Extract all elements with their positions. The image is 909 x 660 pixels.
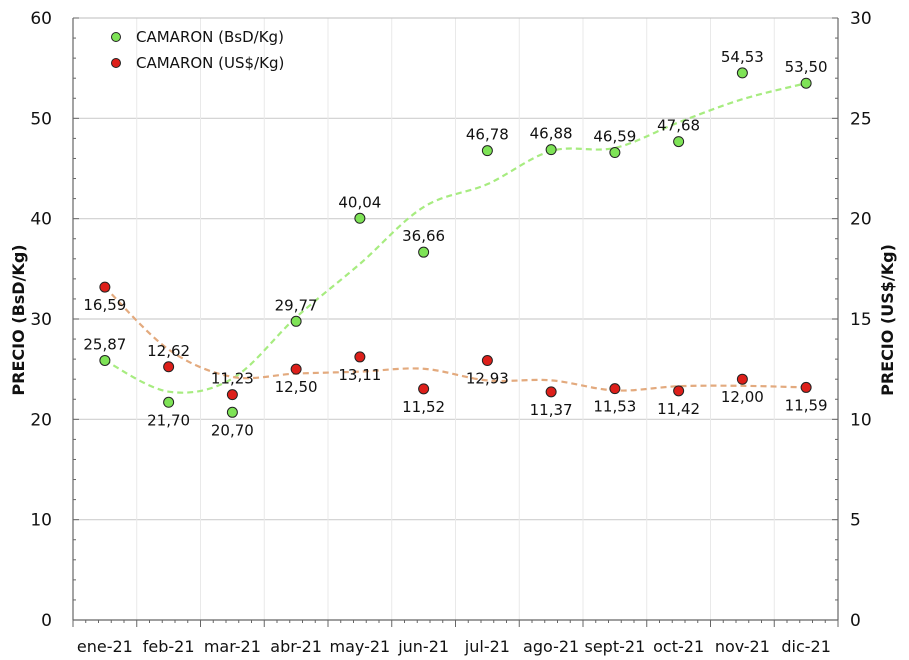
data-point-usd <box>800 381 812 393</box>
data-point-usd <box>290 363 302 375</box>
data-label-usd: 12,50 <box>275 378 318 396</box>
y-tick-label-left: 60 <box>30 9 52 29</box>
trend-line-bsd <box>104 82 807 394</box>
y-tick-label-right: 15 <box>850 310 872 330</box>
data-label-bsd: 47,68 <box>657 117 700 135</box>
legend-label-bsd: CAMARON (BsD/Kg) <box>136 28 284 46</box>
data-point-usd <box>481 355 493 367</box>
data-label-bsd: 36,66 <box>402 227 445 245</box>
data-label-bsd: 21,70 <box>147 411 190 429</box>
data-label-bsd: 46,59 <box>593 128 636 146</box>
data-label-bsd: 46,78 <box>466 126 509 144</box>
data-label-bsd: 53,50 <box>785 58 828 76</box>
data-label-bsd: 25,87 <box>83 335 126 353</box>
data-point-usd <box>99 281 111 293</box>
y-tick-label-right: 0 <box>850 611 861 631</box>
x-tick-label: nov-21 <box>715 637 770 656</box>
data-label-usd: 11,52 <box>402 398 445 416</box>
data-point-bsd <box>800 77 812 89</box>
data-label-usd: 11,23 <box>211 370 254 388</box>
data-point-usd <box>163 361 175 373</box>
trend-lines <box>104 82 807 394</box>
data-point-usd <box>545 386 557 398</box>
data-label-usd: 11,53 <box>593 398 636 416</box>
axis-ticks: 0 10 20 30 40 50 60 0 5 10 15 20 25 30 ene-21 feb-21 mar… <box>30 9 871 656</box>
data-point-usd <box>354 351 366 363</box>
y-tick-label-right: 20 <box>850 210 872 230</box>
y-axis-title-right: PRECIO (US$/Kg) <box>878 244 897 396</box>
y-tick-label-left: 30 <box>30 310 52 330</box>
legend-label-usd: CAMARON (US$/Kg) <box>136 54 284 72</box>
data-label-bsd: 54,53 <box>721 48 764 66</box>
data-label-bsd: 46,88 <box>530 125 573 143</box>
legend-marker-usd <box>111 58 121 68</box>
data-point-bsd <box>99 354 111 366</box>
data-point-usd <box>736 373 748 385</box>
y-tick-label-right: 25 <box>850 109 872 129</box>
data-point-usd <box>673 385 685 397</box>
legend-marker-bsd <box>111 32 121 42</box>
x-tick-label: mar-21 <box>204 637 261 656</box>
data-point-bsd <box>736 67 748 79</box>
data-label-usd: 12,00 <box>721 388 764 406</box>
x-tick-label: jun-21 <box>397 637 449 656</box>
data-point-bsd <box>609 147 621 159</box>
x-tick-label: jul-21 <box>464 637 510 656</box>
y-tick-label-right: 10 <box>850 410 872 430</box>
x-tick-label: feb-21 <box>143 637 195 656</box>
y-tick-label-left: 50 <box>30 109 52 129</box>
y-tick-label-left: 40 <box>30 210 52 230</box>
data-label-bsd: 29,77 <box>275 296 318 314</box>
data-label-usd: 11,59 <box>785 396 828 414</box>
data-label-bsd: 40,04 <box>338 193 381 211</box>
data-point-bsd <box>226 406 238 418</box>
x-tick-label: dic-21 <box>781 637 831 656</box>
data-point-usd <box>418 383 430 395</box>
data-point-usd <box>226 389 238 401</box>
x-tick-label: abr-21 <box>270 637 322 656</box>
x-tick-label: sept-21 <box>585 637 646 656</box>
y-axis-title-left: PRECIO (BsD/Kg) <box>9 244 28 395</box>
data-label-usd: 16,59 <box>83 296 126 314</box>
data-point-usd <box>609 383 621 395</box>
x-tick-label: ene-21 <box>77 637 133 656</box>
data-point-bsd <box>418 246 430 258</box>
legend: CAMARON (BsD/Kg) CAMARON (US$/Kg) <box>111 28 284 72</box>
data-point-bsd <box>163 396 175 408</box>
x-tick-label: may-21 <box>330 637 391 656</box>
data-label-usd: 12,62 <box>147 342 190 360</box>
grid-lines <box>73 18 838 620</box>
data-label-usd: 13,11 <box>338 366 381 384</box>
data-point-bsd <box>545 144 557 156</box>
y-tick-label-left: 20 <box>30 410 52 430</box>
data-label-bsd: 20,70 <box>211 421 254 439</box>
data-point-bsd <box>673 136 685 148</box>
data-labels: 25,87 21,70 20,70 29,77 40,04 36,66 46,78 46,88… <box>83 48 827 439</box>
trend-line-usd <box>104 286 807 392</box>
data-points <box>99 67 812 418</box>
data-label-usd: 11,42 <box>657 400 700 418</box>
x-tick-label: ago-21 <box>523 637 579 656</box>
y-tick-label-right: 30 <box>850 9 872 29</box>
y-tick-label-left: 10 <box>30 511 52 531</box>
x-tick-label: oct-21 <box>653 637 704 656</box>
y-tick-label-right: 5 <box>850 511 861 531</box>
data-point-bsd <box>481 145 493 157</box>
data-label-usd: 11,37 <box>530 401 573 419</box>
data-label-usd: 12,93 <box>466 370 509 388</box>
data-point-bsd <box>354 212 366 224</box>
data-point-bsd <box>290 315 302 327</box>
y-tick-label-left: 0 <box>41 611 52 631</box>
